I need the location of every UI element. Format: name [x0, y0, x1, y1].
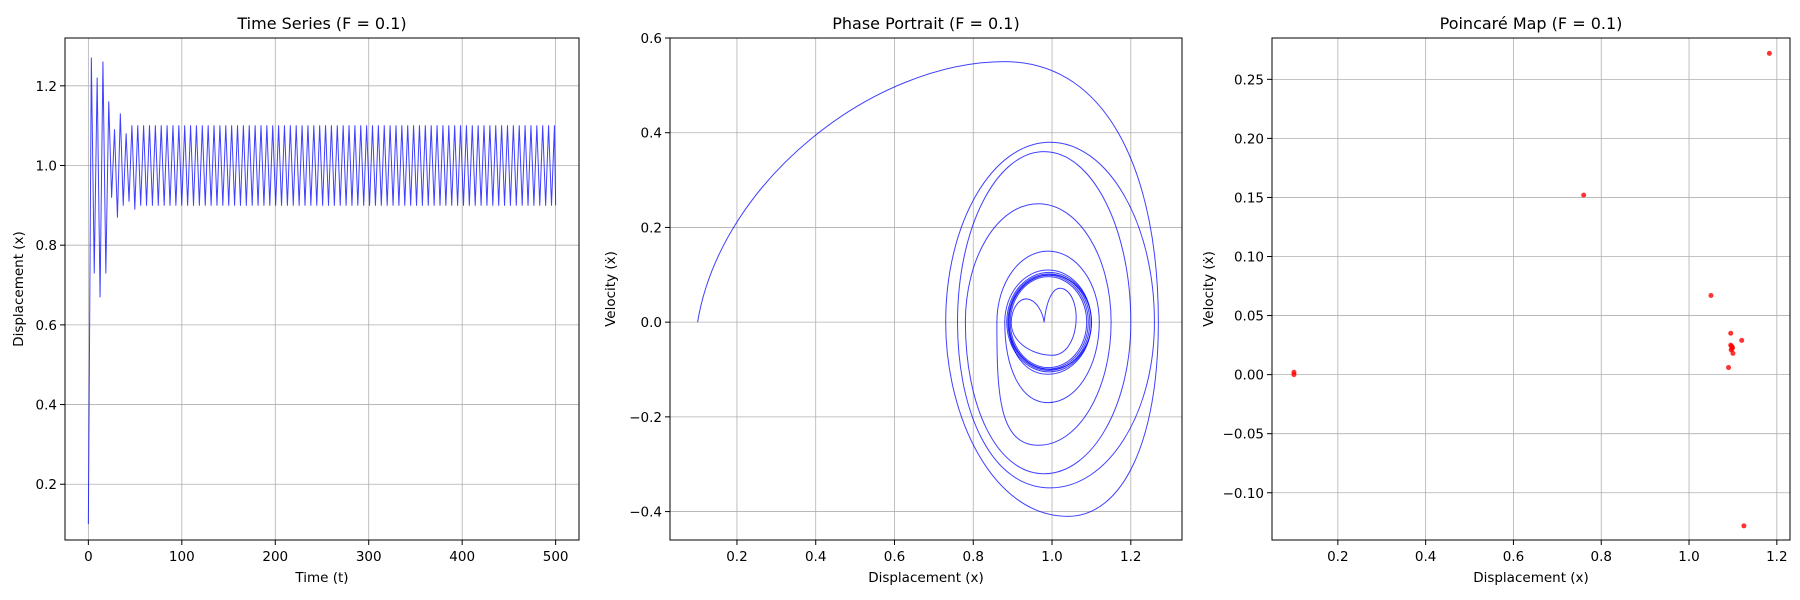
phase-portrait-ytick-label: −0.4	[629, 505, 662, 521]
poincare-map-axes-frame	[1271, 37, 1791, 541]
phase-portrait-ticks: 0.2 0.4 0.6 0.8 1.0 1.2 −0.4 −0.2 0.0 0.2 0.4 0.6	[629, 31, 1141, 565]
time-series-xtick-label: 100	[169, 549, 195, 565]
time-series-ytick-label: 0.4	[36, 398, 57, 414]
poincare-map-ytick-label: −0.10	[1223, 486, 1264, 502]
poincare-point	[1766, 50, 1772, 56]
phase-portrait-title: Phase Portrait (F = 0.1)	[832, 14, 1019, 33]
poincare-map-ytick-label: −0.05	[1223, 427, 1264, 443]
poincare-point	[1581, 192, 1587, 198]
poincare-map-ytick-label: 0.25	[1234, 72, 1264, 88]
phase-portrait-data	[697, 61, 1159, 517]
phase-portrait-xtick-label: 0.2	[726, 549, 747, 565]
time-series-xtick-label: 200	[262, 549, 288, 565]
poincare-map-panel: Poincaré Map (F = 0.1) 0.2 0.4 0.6 0.8 1.0 1.…	[1201, 14, 1791, 586]
poincare-map-title: Poincaré Map (F = 0.1)	[1440, 14, 1623, 33]
poincare-map-xtick-label: 1.0	[1678, 549, 1699, 565]
poincare-point	[1729, 344, 1735, 350]
phase-portrait-ytick-label: 0.6	[641, 31, 662, 47]
poincare-map-ylabel: Velocity (ẋ)	[1201, 251, 1217, 327]
poincare-map-ytick-label: 0.00	[1234, 368, 1264, 384]
time-series-ytick-label: 0.8	[36, 238, 57, 254]
poincare-point	[1291, 372, 1297, 378]
time-series-panel: Time Series (F = 0.1) 0 100 200 300 400 500 0.…	[11, 14, 580, 586]
phase-portrait-ytick-label: −0.2	[629, 410, 662, 426]
poincare-map-xtick-label: 0.6	[1503, 549, 1524, 565]
poincare-map-ytick-label: 0.05	[1234, 309, 1264, 325]
phase-portrait-limit-cycle	[1007, 273, 1091, 371]
poincare-map-ytick-label: 0.20	[1234, 131, 1264, 147]
poincare-point	[1739, 337, 1745, 343]
phase-portrait-ylabel: Velocity (ẋ)	[603, 251, 619, 327]
poincare-point	[1730, 350, 1736, 356]
time-series-ticks: 0 100 200 300 400 500 0.2 0.4 0.6 0.8 1.0 1.2	[36, 79, 569, 565]
time-series-ytick-label: 1.0	[36, 158, 57, 174]
poincare-map-data	[1291, 50, 1772, 529]
poincare-point	[1728, 330, 1734, 336]
poincare-map-xtick-label: 0.4	[1415, 549, 1436, 565]
time-series-xtick-label: 400	[449, 549, 475, 565]
time-series-ytick-label: 1.2	[36, 79, 57, 95]
time-series-xlabel: Time (t)	[294, 570, 348, 586]
time-series-ytick-label: 0.2	[36, 477, 57, 493]
time-series-axes-frame	[64, 37, 580, 541]
time-series-ytick-label: 0.6	[36, 318, 57, 334]
poincare-map-xlabel: Displacement (x)	[1473, 570, 1589, 586]
phase-portrait-panel: Phase Portrait (F = 0.1) 0.2 0.4 0.6 0.8 1.0…	[603, 14, 1183, 586]
phase-portrait-limit-cycle	[1008, 274, 1089, 370]
phase-portrait-inner-lobe	[1010, 287, 1077, 356]
phase-portrait-xtick-label: 1.0	[1041, 549, 1062, 565]
phase-portrait-xtick-label: 0.8	[963, 549, 984, 565]
time-series-grid	[65, 38, 579, 540]
phase-portrait-xlabel: Displacement (x)	[868, 570, 984, 586]
poincare-map-ytick-label: 0.10	[1234, 250, 1264, 266]
time-series-line	[87, 57, 557, 525]
phase-portrait-ytick-label: 0.2	[641, 220, 662, 236]
poincare-map-ticks: 0.2 0.4 0.6 0.8 1.0 1.2 −0.10 −0.05 0.00 0.05 0.10…	[1223, 72, 1788, 565]
time-series-xtick-label: 0	[84, 549, 93, 565]
time-series-xtick-label: 500	[543, 549, 569, 565]
phase-portrait-axes-frame	[669, 37, 1183, 541]
poincare-map-xtick-label: 0.8	[1590, 549, 1611, 565]
poincare-point	[1726, 365, 1732, 371]
phase-portrait-limit-cycle	[1006, 271, 1092, 373]
phase-portrait-ytick-label: 0.0	[641, 315, 662, 331]
poincare-map-ytick-label: 0.15	[1234, 190, 1264, 206]
time-series-data	[87, 57, 557, 525]
phase-portrait-ytick-label: 0.4	[641, 126, 662, 142]
time-series-xtick-label: 300	[356, 549, 382, 565]
poincare-map-xtick-label: 0.2	[1327, 549, 1348, 565]
poincare-point	[1741, 523, 1747, 529]
time-series-ylabel: Displacement (x)	[11, 231, 27, 347]
time-series-title: Time Series (F = 0.1)	[236, 14, 406, 33]
phase-portrait-xtick-label: 1.2	[1120, 549, 1141, 565]
poincare-point	[1708, 292, 1714, 298]
poincare-map-xtick-label: 1.2	[1766, 549, 1787, 565]
poincare-map-grid	[1272, 38, 1790, 540]
phase-portrait-limit-cycle	[1009, 276, 1088, 369]
phase-portrait-xtick-label: 0.6	[884, 549, 905, 565]
phase-portrait-xtick-label: 0.4	[805, 549, 826, 565]
